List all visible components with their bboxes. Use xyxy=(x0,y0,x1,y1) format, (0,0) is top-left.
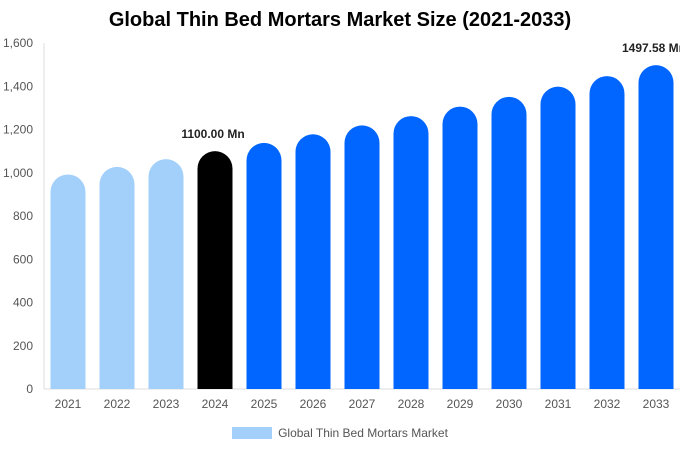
x-tick-label: 2028 xyxy=(398,397,425,411)
bar-2032 xyxy=(589,76,625,390)
x-tick-label: 2029 xyxy=(447,397,474,411)
bar-2026 xyxy=(295,134,331,389)
bar-2024 xyxy=(197,151,233,389)
y-tick-label: 1,000 xyxy=(3,166,33,180)
bar-2021 xyxy=(50,174,86,389)
bar-2023 xyxy=(148,159,184,389)
legend-label: Global Thin Bed Mortars Market xyxy=(278,426,448,440)
data-label-2033: 1497.58 Mn xyxy=(622,41,680,55)
y-tick-label: 600 xyxy=(13,252,33,266)
y-tick-label: 800 xyxy=(13,209,33,223)
y-tick-label: 1,600 xyxy=(3,36,33,50)
x-tick-label: 2031 xyxy=(545,397,572,411)
x-tick-label: 2030 xyxy=(496,397,523,411)
x-tick-label: 2022 xyxy=(104,397,131,411)
bar-2022 xyxy=(99,166,135,389)
bar-2025 xyxy=(246,142,282,389)
bar-2031 xyxy=(540,86,576,390)
x-tick-label: 2032 xyxy=(594,397,621,411)
chart-title: Global Thin Bed Mortars Market Size (202… xyxy=(108,9,572,31)
y-tick-label: 200 xyxy=(13,339,33,353)
legend: Global Thin Bed Mortars Market xyxy=(0,426,680,440)
y-tick-label: 0 xyxy=(26,382,33,396)
data-label-2024: 1100.00 Mn xyxy=(181,127,244,141)
y-tick-label: 400 xyxy=(13,296,33,310)
bar-2028 xyxy=(393,116,429,389)
y-tick-label: 1,200 xyxy=(3,123,33,137)
y-tick-label: 1,400 xyxy=(3,79,33,93)
bar-2027 xyxy=(344,125,380,390)
x-tick-label: 2026 xyxy=(300,397,327,411)
legend-swatch xyxy=(232,427,273,439)
x-tick-label: 2023 xyxy=(153,397,180,411)
bar-2033 xyxy=(638,65,674,390)
x-tick-label: 2027 xyxy=(349,397,376,411)
x-tick-label: 2033 xyxy=(643,397,670,411)
x-tick-label: 2024 xyxy=(202,397,229,411)
bar-2029 xyxy=(442,106,478,389)
bar-2030 xyxy=(491,96,527,389)
x-tick-label: 2021 xyxy=(55,397,82,411)
x-tick-label: 2025 xyxy=(251,397,278,411)
